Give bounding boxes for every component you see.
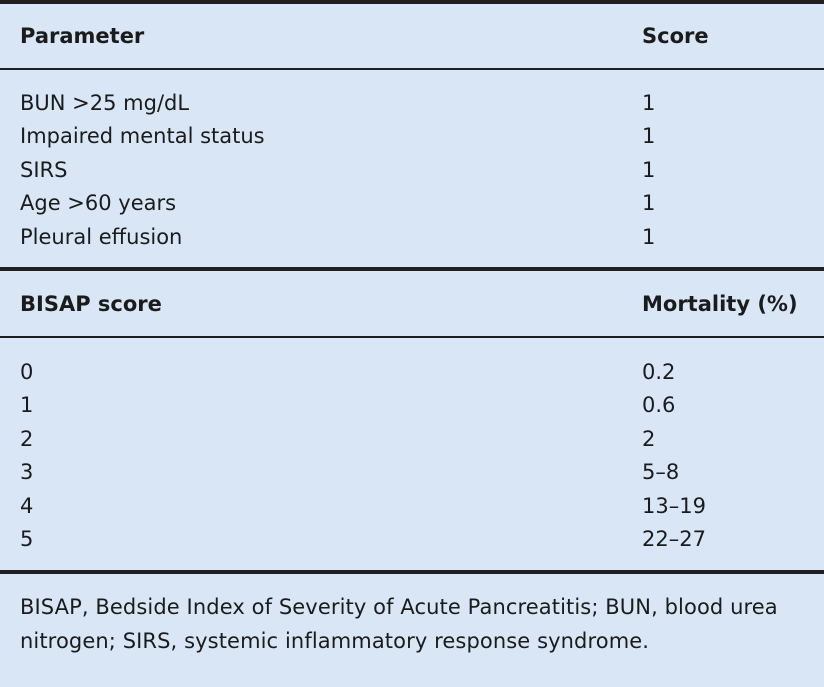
header-rule-1 (0, 68, 824, 70)
table-row: BUN >25 mg/dL 1 (0, 86, 824, 120)
parameter-cell: BUN >25 mg/dL (20, 91, 190, 115)
table-footnote: BISAP, Bedside Index of Severity of Acut… (20, 595, 778, 653)
table-row: SIRS 1 (0, 153, 824, 187)
header-rule-2 (0, 336, 824, 338)
header-score: Score (642, 24, 709, 48)
mortality-cell: 5–8 (642, 460, 680, 484)
header-row-mortality: BISAP score Mortality (%) (0, 287, 824, 321)
mortality-cell: 22–27 (642, 527, 706, 551)
score-cell: 1 (642, 225, 656, 249)
bisap-score-cell: 1 (20, 393, 34, 417)
mortality-cell: 0.6 (642, 393, 676, 417)
mortality-cell: 2 (642, 427, 656, 451)
table-row: Pleural effusion 1 (0, 220, 824, 254)
score-cell: 1 (642, 158, 656, 182)
header-bisap-score: BISAP score (20, 292, 162, 316)
mortality-cell: 13–19 (642, 494, 706, 518)
bottom-rule (0, 570, 824, 574)
table-row: 0 0.2 (0, 355, 824, 389)
header-row-parameters: Parameter Score (0, 19, 824, 53)
bisap-score-cell: 4 (20, 494, 34, 518)
table-row: 4 13–19 (0, 489, 824, 523)
mortality-cell: 0.2 (642, 360, 676, 384)
table-row: 5 22–27 (0, 522, 824, 556)
bisap-score-cell: 2 (20, 427, 34, 451)
table-row: 3 5–8 (0, 455, 824, 489)
score-cell: 1 (642, 191, 656, 215)
table-row: 1 0.6 (0, 388, 824, 422)
parameter-cell: Impaired mental status (20, 124, 265, 148)
score-cell: 1 (642, 91, 656, 115)
table-row: 2 2 (0, 422, 824, 456)
top-rule (0, 0, 824, 4)
parameter-cell: SIRS (20, 158, 68, 182)
score-cell: 1 (642, 124, 656, 148)
parameter-cell: Pleural effusion (20, 225, 183, 249)
table-row: Age >60 years 1 (0, 186, 824, 220)
section-divider (0, 267, 824, 271)
bisap-score-cell: 5 (20, 527, 34, 551)
header-mortality: Mortality (%) (642, 292, 798, 316)
header-parameter: Parameter (20, 24, 145, 48)
parameter-cell: Age >60 years (20, 191, 177, 215)
bisap-score-cell: 3 (20, 460, 34, 484)
bisap-score-cell: 0 (20, 360, 34, 384)
table-row: Impaired mental status 1 (0, 119, 824, 153)
